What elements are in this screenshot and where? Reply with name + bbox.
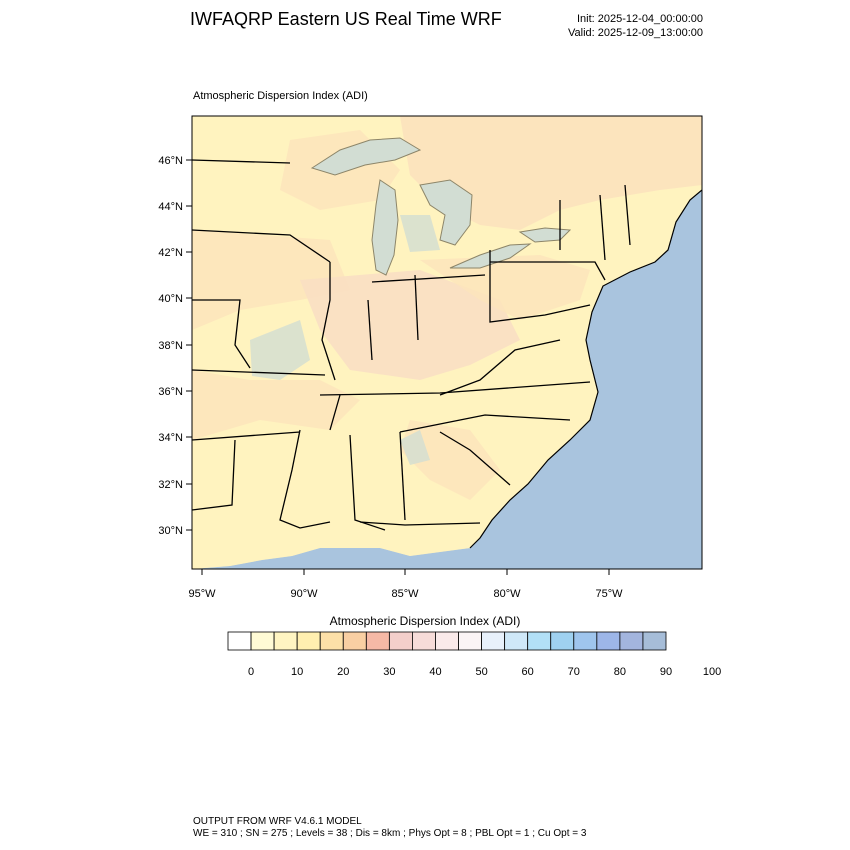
latitude-axis: 46°N 44°N 42°N 40°N 38°N 36°N 34°N 32°N … xyxy=(158,155,192,537)
lon-label: 95°W xyxy=(188,588,216,600)
colorbar-tick-label: 80 xyxy=(614,666,626,678)
colorbar-swatch xyxy=(458,631,482,651)
lon-label: 80°W xyxy=(493,588,521,600)
colorbar-tick-label: 10 xyxy=(291,666,303,678)
colorbar-swatch xyxy=(573,631,598,651)
longitude-axis: 95°W 90°W 85°W 80°W 75°W xyxy=(188,569,623,600)
footer-model: OUTPUT FROM WRF V4.6.1 MODEL xyxy=(193,816,362,827)
colorbar-swatch xyxy=(273,631,298,651)
lat-label: 34°N xyxy=(158,432,183,444)
colorbar-swatch xyxy=(365,631,390,651)
colorbar-swatch xyxy=(388,631,413,651)
main-title: IWFAQRP Eastern US Real Time WRF xyxy=(190,9,502,29)
colorbar-tick-label: 70 xyxy=(568,666,580,678)
colorbar-swatch xyxy=(412,631,436,651)
lon-label: 75°W xyxy=(595,588,623,600)
colorbar-swatch xyxy=(481,631,506,651)
colorbar-swatch xyxy=(250,631,275,651)
colorbar-title: Atmospheric Dispersion Index (ADI) xyxy=(329,614,521,628)
lat-label: 42°N xyxy=(158,247,183,259)
lat-label: 40°N xyxy=(158,293,183,305)
lat-label: 44°N xyxy=(158,201,183,213)
colorbar-swatch xyxy=(550,631,575,651)
colorbar-swatch xyxy=(596,631,621,651)
lon-label: 90°W xyxy=(290,588,318,600)
lat-label: 36°N xyxy=(158,386,183,398)
field-title: Atmospheric Dispersion Index (ADI) xyxy=(193,90,368,102)
colorbar-tick-labels: 0 10 20 30 40 50 60 70 80 90 100 xyxy=(248,666,721,678)
lat-label: 30°N xyxy=(158,525,183,537)
colorbar-swatch xyxy=(227,631,252,651)
coastline xyxy=(469,189,702,549)
plot-frame xyxy=(191,115,703,570)
colorbar-swatch xyxy=(527,631,552,651)
lat-label: 32°N xyxy=(158,479,183,491)
colorbar-tick-label: 90 xyxy=(660,666,672,678)
colorbar-swatch xyxy=(296,631,321,651)
footer-config: WE = 310 ; SN = 275 ; Levels = 38 ; Dis … xyxy=(193,828,587,839)
colorbar-tick-label: 30 xyxy=(383,666,395,678)
colorbar-swatch xyxy=(619,631,644,651)
colorbar-tick-label: 50 xyxy=(475,666,487,678)
state-borders xyxy=(192,159,631,531)
lat-label: 46°N xyxy=(158,155,183,167)
colorbar-swatch xyxy=(435,631,459,651)
colorbar-swatch xyxy=(642,631,667,651)
colorbar-swatch xyxy=(504,631,529,651)
lat-label: 38°N xyxy=(158,340,183,352)
map-area xyxy=(192,116,702,569)
init-time: Init: 2025-12-04_00:00:00 xyxy=(577,13,703,25)
colorbar-tick-label: 60 xyxy=(522,666,534,678)
colorbar-tick-label: 20 xyxy=(337,666,349,678)
colorbar-swatch xyxy=(342,631,367,651)
colorbar-tick-label: 100 xyxy=(703,666,721,678)
lon-label: 85°W xyxy=(391,588,419,600)
valid-time: Valid: 2025-12-09_13:00:00 xyxy=(568,27,703,39)
colorbar-tick-label: 40 xyxy=(429,666,441,678)
colorbar-swatch xyxy=(319,631,344,651)
colorbar xyxy=(227,631,667,651)
colorbar-tick-label: 0 xyxy=(248,666,254,678)
